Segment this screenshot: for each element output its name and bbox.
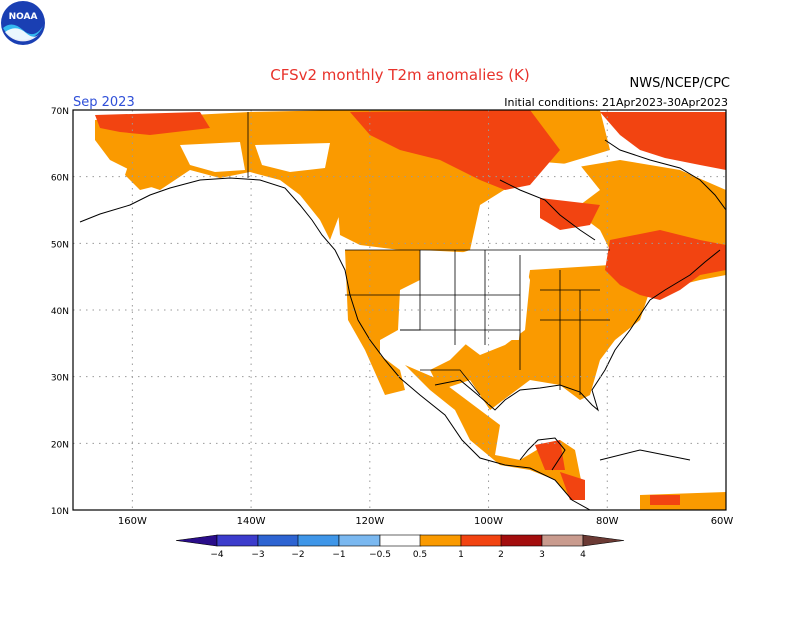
legend-box-1_2 (460, 534, 503, 547)
agency-label: NWS/NCEP/CPC (629, 76, 730, 91)
legend-label: −2 (291, 550, 304, 560)
lat-lon-grid (73, 110, 726, 510)
lat-label-20N: 20N (51, 440, 69, 450)
map-frame (72, 109, 727, 511)
legend-box-2_3 (500, 534, 543, 547)
legend-label: 4 (580, 550, 586, 560)
legend-arrow-high (582, 534, 625, 547)
lat-label-30N: 30N (51, 374, 69, 384)
lon-label-60W: 60W (711, 516, 734, 527)
lat-label-40N: 40N (51, 307, 69, 317)
axis-labels: 160W 140W 120W 100W 80W 60W 70N 60N 50N 40N 30N 20N… (51, 107, 734, 527)
legend-label: 2 (498, 550, 504, 560)
legend-label: −0.5 (369, 550, 391, 560)
initial-conditions: Initial conditions: 21Apr2023-30Apr2023 (504, 96, 728, 109)
state-borders (247, 112, 610, 396)
legend-label: −1 (332, 550, 345, 560)
legend-box-3_4 (541, 534, 584, 547)
lon-label-120W: 120W (355, 516, 384, 527)
lat-label-50N: 50N (51, 240, 69, 250)
map-canvas (73, 110, 726, 510)
map-title: CFSv2 monthly T2m anomalies (K) (270, 66, 530, 84)
legend-label: −3 (251, 550, 264, 560)
lon-label-140W: 140W (237, 516, 266, 527)
legend-box--0.5_0.5 (379, 534, 422, 547)
lon-label-100W: 100W (474, 516, 503, 527)
legend-box--1_-0.5 (338, 534, 381, 547)
svg-text:NOAA: NOAA (9, 12, 38, 22)
lon-label-160W: 160W (118, 516, 147, 527)
legend-label: 1 (458, 550, 464, 560)
color-legend: −4 −3 −2 −1 −0.5 0.5 1 2 3 4 (175, 534, 625, 560)
lat-label-60N: 60N (51, 174, 69, 184)
lon-label-80W: 80W (596, 516, 619, 527)
legend-label: 0.5 (413, 550, 427, 560)
coastlines (79, 139, 726, 510)
legend-arrow-low (175, 534, 218, 547)
lat-label-10N: 10N (51, 507, 69, 517)
legend-box-0.5_1 (419, 534, 462, 547)
valid-month: Sep 2023 (73, 95, 135, 110)
lat-label-70N: 70N (51, 107, 69, 117)
anomaly-1-2-regions (95, 110, 726, 505)
legend-box--3_-2 (257, 534, 300, 547)
legend-label: 3 (539, 550, 545, 560)
noaa-logo-icon: NOAA (1, 1, 45, 45)
legend-box--2_-1 (297, 534, 340, 547)
legend-box--4_-3 (216, 534, 259, 547)
legend-label: −4 (210, 550, 224, 560)
